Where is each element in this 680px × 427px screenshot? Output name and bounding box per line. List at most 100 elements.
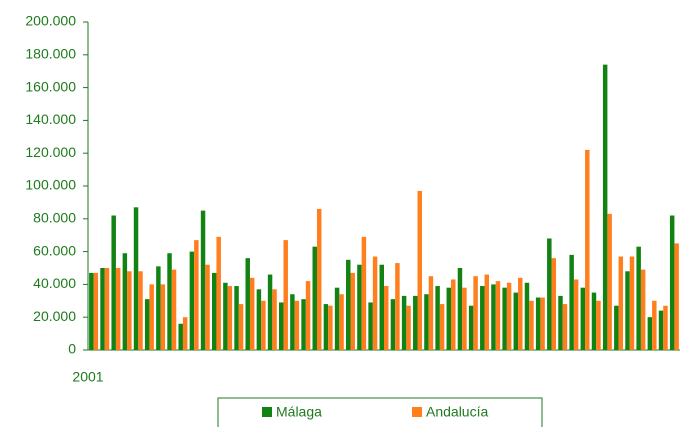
bar bbox=[625, 271, 630, 350]
bar bbox=[629, 256, 635, 350]
bar bbox=[495, 281, 501, 350]
x-tick-label: 2001 bbox=[72, 369, 103, 385]
bar bbox=[663, 305, 668, 350]
bar bbox=[227, 286, 233, 350]
y-tick-label: 80.000 bbox=[33, 210, 76, 226]
bar bbox=[194, 240, 199, 350]
bar bbox=[562, 304, 568, 350]
y-tick-label: 0 bbox=[68, 341, 76, 357]
bar bbox=[573, 279, 579, 350]
bar bbox=[272, 289, 277, 350]
y-tick-label: 40.000 bbox=[33, 275, 76, 291]
bar bbox=[591, 292, 597, 350]
bar bbox=[658, 310, 664, 350]
bar bbox=[339, 294, 344, 350]
bar bbox=[127, 271, 132, 350]
bar bbox=[89, 272, 94, 350]
bar bbox=[558, 295, 563, 350]
bar bbox=[368, 302, 373, 350]
bar bbox=[256, 289, 262, 350]
bar bbox=[323, 304, 329, 350]
bar bbox=[149, 284, 154, 350]
bar bbox=[669, 215, 675, 350]
bar bbox=[216, 236, 221, 350]
bar bbox=[395, 263, 400, 350]
bar bbox=[451, 279, 456, 350]
bar bbox=[133, 207, 139, 350]
y-tick-label: 180.000 bbox=[25, 46, 76, 62]
bar bbox=[234, 286, 239, 350]
bar bbox=[506, 282, 512, 350]
bar bbox=[518, 277, 523, 350]
bar bbox=[524, 282, 530, 350]
bar bbox=[290, 294, 295, 350]
bar bbox=[596, 300, 601, 350]
bar bbox=[535, 297, 541, 350]
bar bbox=[406, 305, 411, 350]
y-tick-label: 20.000 bbox=[33, 308, 76, 324]
y-tick-label: 60.000 bbox=[33, 242, 76, 258]
bar bbox=[249, 277, 255, 350]
bar bbox=[480, 286, 485, 350]
bar bbox=[647, 317, 653, 350]
bar bbox=[636, 246, 641, 350]
bar bbox=[301, 299, 306, 350]
bar bbox=[390, 299, 396, 350]
bar bbox=[439, 304, 445, 350]
bar bbox=[261, 300, 266, 350]
bar bbox=[122, 253, 128, 350]
legend-label: Málaga bbox=[276, 404, 322, 420]
bar bbox=[446, 287, 452, 350]
bar bbox=[312, 246, 317, 350]
bar bbox=[607, 213, 612, 350]
bar bbox=[189, 251, 195, 350]
bar bbox=[238, 304, 244, 350]
y-tick-label: 120.000 bbox=[25, 144, 76, 160]
y-tick-label: 100.000 bbox=[25, 177, 76, 193]
y-tick-label: 160.000 bbox=[25, 78, 76, 94]
bar bbox=[167, 253, 172, 350]
bar bbox=[491, 284, 496, 350]
bar bbox=[138, 271, 143, 350]
bar bbox=[428, 276, 434, 350]
bar bbox=[652, 300, 657, 350]
bar bbox=[294, 300, 300, 350]
bar bbox=[384, 286, 389, 350]
bar bbox=[540, 297, 545, 350]
bar bbox=[435, 286, 440, 350]
legend-label: Andalucía bbox=[426, 404, 488, 420]
bar bbox=[502, 287, 507, 350]
bar bbox=[614, 305, 619, 350]
bar bbox=[334, 287, 340, 350]
bar bbox=[361, 236, 367, 350]
bar bbox=[178, 323, 183, 350]
bar bbox=[580, 287, 586, 350]
bar bbox=[585, 149, 590, 350]
bar bbox=[104, 268, 110, 350]
bar bbox=[160, 284, 166, 350]
bar bbox=[200, 210, 206, 350]
bar bbox=[473, 276, 478, 350]
bar bbox=[328, 305, 333, 350]
bar bbox=[245, 258, 250, 350]
bar bbox=[211, 272, 217, 350]
bar bbox=[457, 268, 463, 350]
bar bbox=[111, 215, 116, 350]
bar bbox=[267, 274, 273, 350]
bar bbox=[171, 269, 177, 350]
bar bbox=[305, 281, 311, 350]
bar bbox=[462, 287, 467, 350]
bar bbox=[379, 264, 384, 350]
legend-swatch bbox=[412, 407, 422, 417]
bar bbox=[156, 266, 161, 350]
bar bbox=[547, 238, 552, 350]
bar bbox=[115, 268, 121, 350]
bar bbox=[513, 292, 519, 350]
bar bbox=[413, 295, 418, 350]
bar bbox=[674, 243, 679, 350]
bar bbox=[350, 272, 355, 350]
y-tick-label: 200.000 bbox=[25, 13, 76, 29]
legend-swatch bbox=[262, 407, 272, 417]
bar bbox=[372, 256, 378, 350]
